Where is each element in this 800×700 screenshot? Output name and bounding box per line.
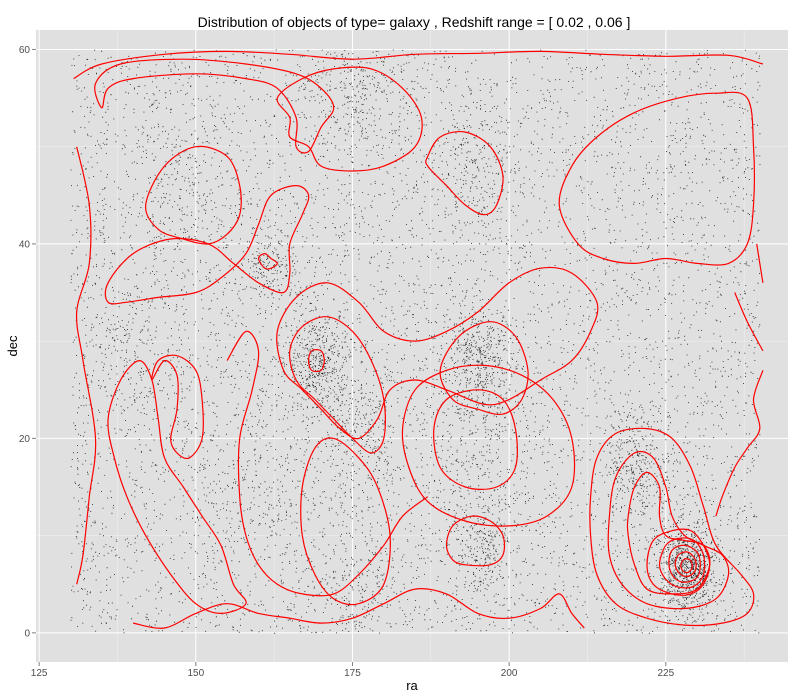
contour-line-level-8 (674, 551, 697, 578)
contour-line-level-3 (151, 354, 204, 460)
x-tick-label: 125 (31, 668, 48, 679)
x-tick-label: 175 (344, 668, 361, 679)
contour-line-level-3 (107, 359, 247, 615)
x-tick-label: 150 (187, 668, 204, 679)
contour-line-level-2 (226, 330, 429, 597)
contour-line-level-4 (257, 252, 278, 270)
contour-line-level-1 (73, 50, 764, 80)
x-axis-label: ra (406, 678, 418, 693)
x-tick-label: 225 (657, 668, 674, 679)
contour-line-level-3 (401, 364, 576, 527)
contour-line-level-4 (308, 349, 325, 373)
grid-lines (36, 30, 788, 662)
contour-line-level-4 (433, 389, 518, 490)
contour-line-level-3 (425, 131, 504, 216)
contour-line-level-2 (558, 91, 755, 266)
contour-line-level-2 (589, 427, 755, 627)
plot-panel (36, 30, 788, 662)
contour-line-level-2 (300, 437, 391, 606)
chart-title: Distribution of objects of type= galaxy … (198, 14, 631, 30)
x-tick-label: 200 (501, 668, 518, 679)
contour-line-level-3 (289, 316, 386, 454)
contour-line-level-5 (646, 528, 711, 596)
y-tick-label: 60 (19, 45, 31, 56)
contour-line-level-2 (734, 292, 764, 352)
contour-line-level-7 (668, 544, 701, 583)
y-axis-ticks: 0 20 40 60 (19, 45, 36, 639)
contour-line-level-3 (145, 145, 242, 245)
x-axis-ticks: 125 150 175 200 225 (31, 662, 675, 679)
y-tick-label: 0 (24, 628, 30, 639)
contour-line-level-2 (756, 243, 764, 283)
contour-line-level-3 (607, 450, 730, 610)
contour-line-level-2 (94, 58, 335, 154)
y-tick-label: 40 (19, 239, 31, 250)
contour-line-level-9 (680, 558, 693, 574)
y-axis-label: dec (5, 335, 20, 356)
contour-line-level-2 (276, 66, 423, 172)
y-tick-label: 20 (19, 434, 31, 445)
contour-line-level-3 (439, 321, 529, 416)
contour-line-level-2 (276, 266, 599, 440)
contour-line-level-2 (104, 184, 310, 305)
contour-line-level-2 (132, 588, 585, 629)
contour-line-level-2 (715, 370, 764, 517)
contour-line-level-6 (658, 537, 706, 589)
contour-line-level-2 (75, 146, 97, 585)
density-contours (73, 50, 764, 629)
contour-line-level-3 (445, 515, 506, 567)
